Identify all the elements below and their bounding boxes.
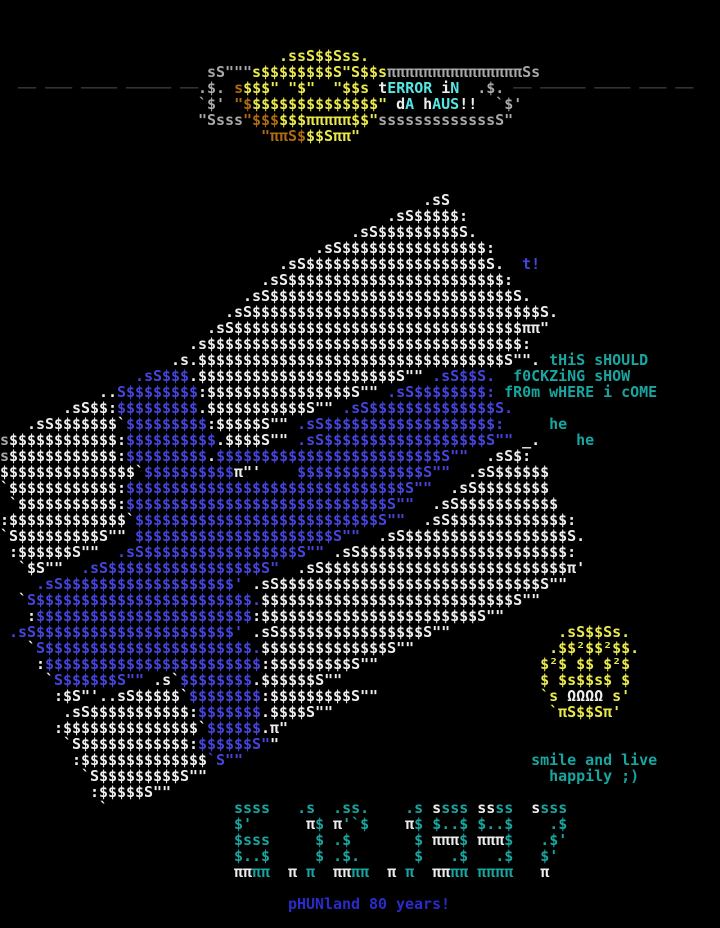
ascii-art: .ssS$$Sss. sS"""s$$$$$$$$S"S$$sπππππππππ… (0, 47, 694, 913)
textmode-art-screen: .ssS$$Sss. sS"""s$$$$$$$$S"S$$sπππππππππ… (0, 47, 694, 913)
